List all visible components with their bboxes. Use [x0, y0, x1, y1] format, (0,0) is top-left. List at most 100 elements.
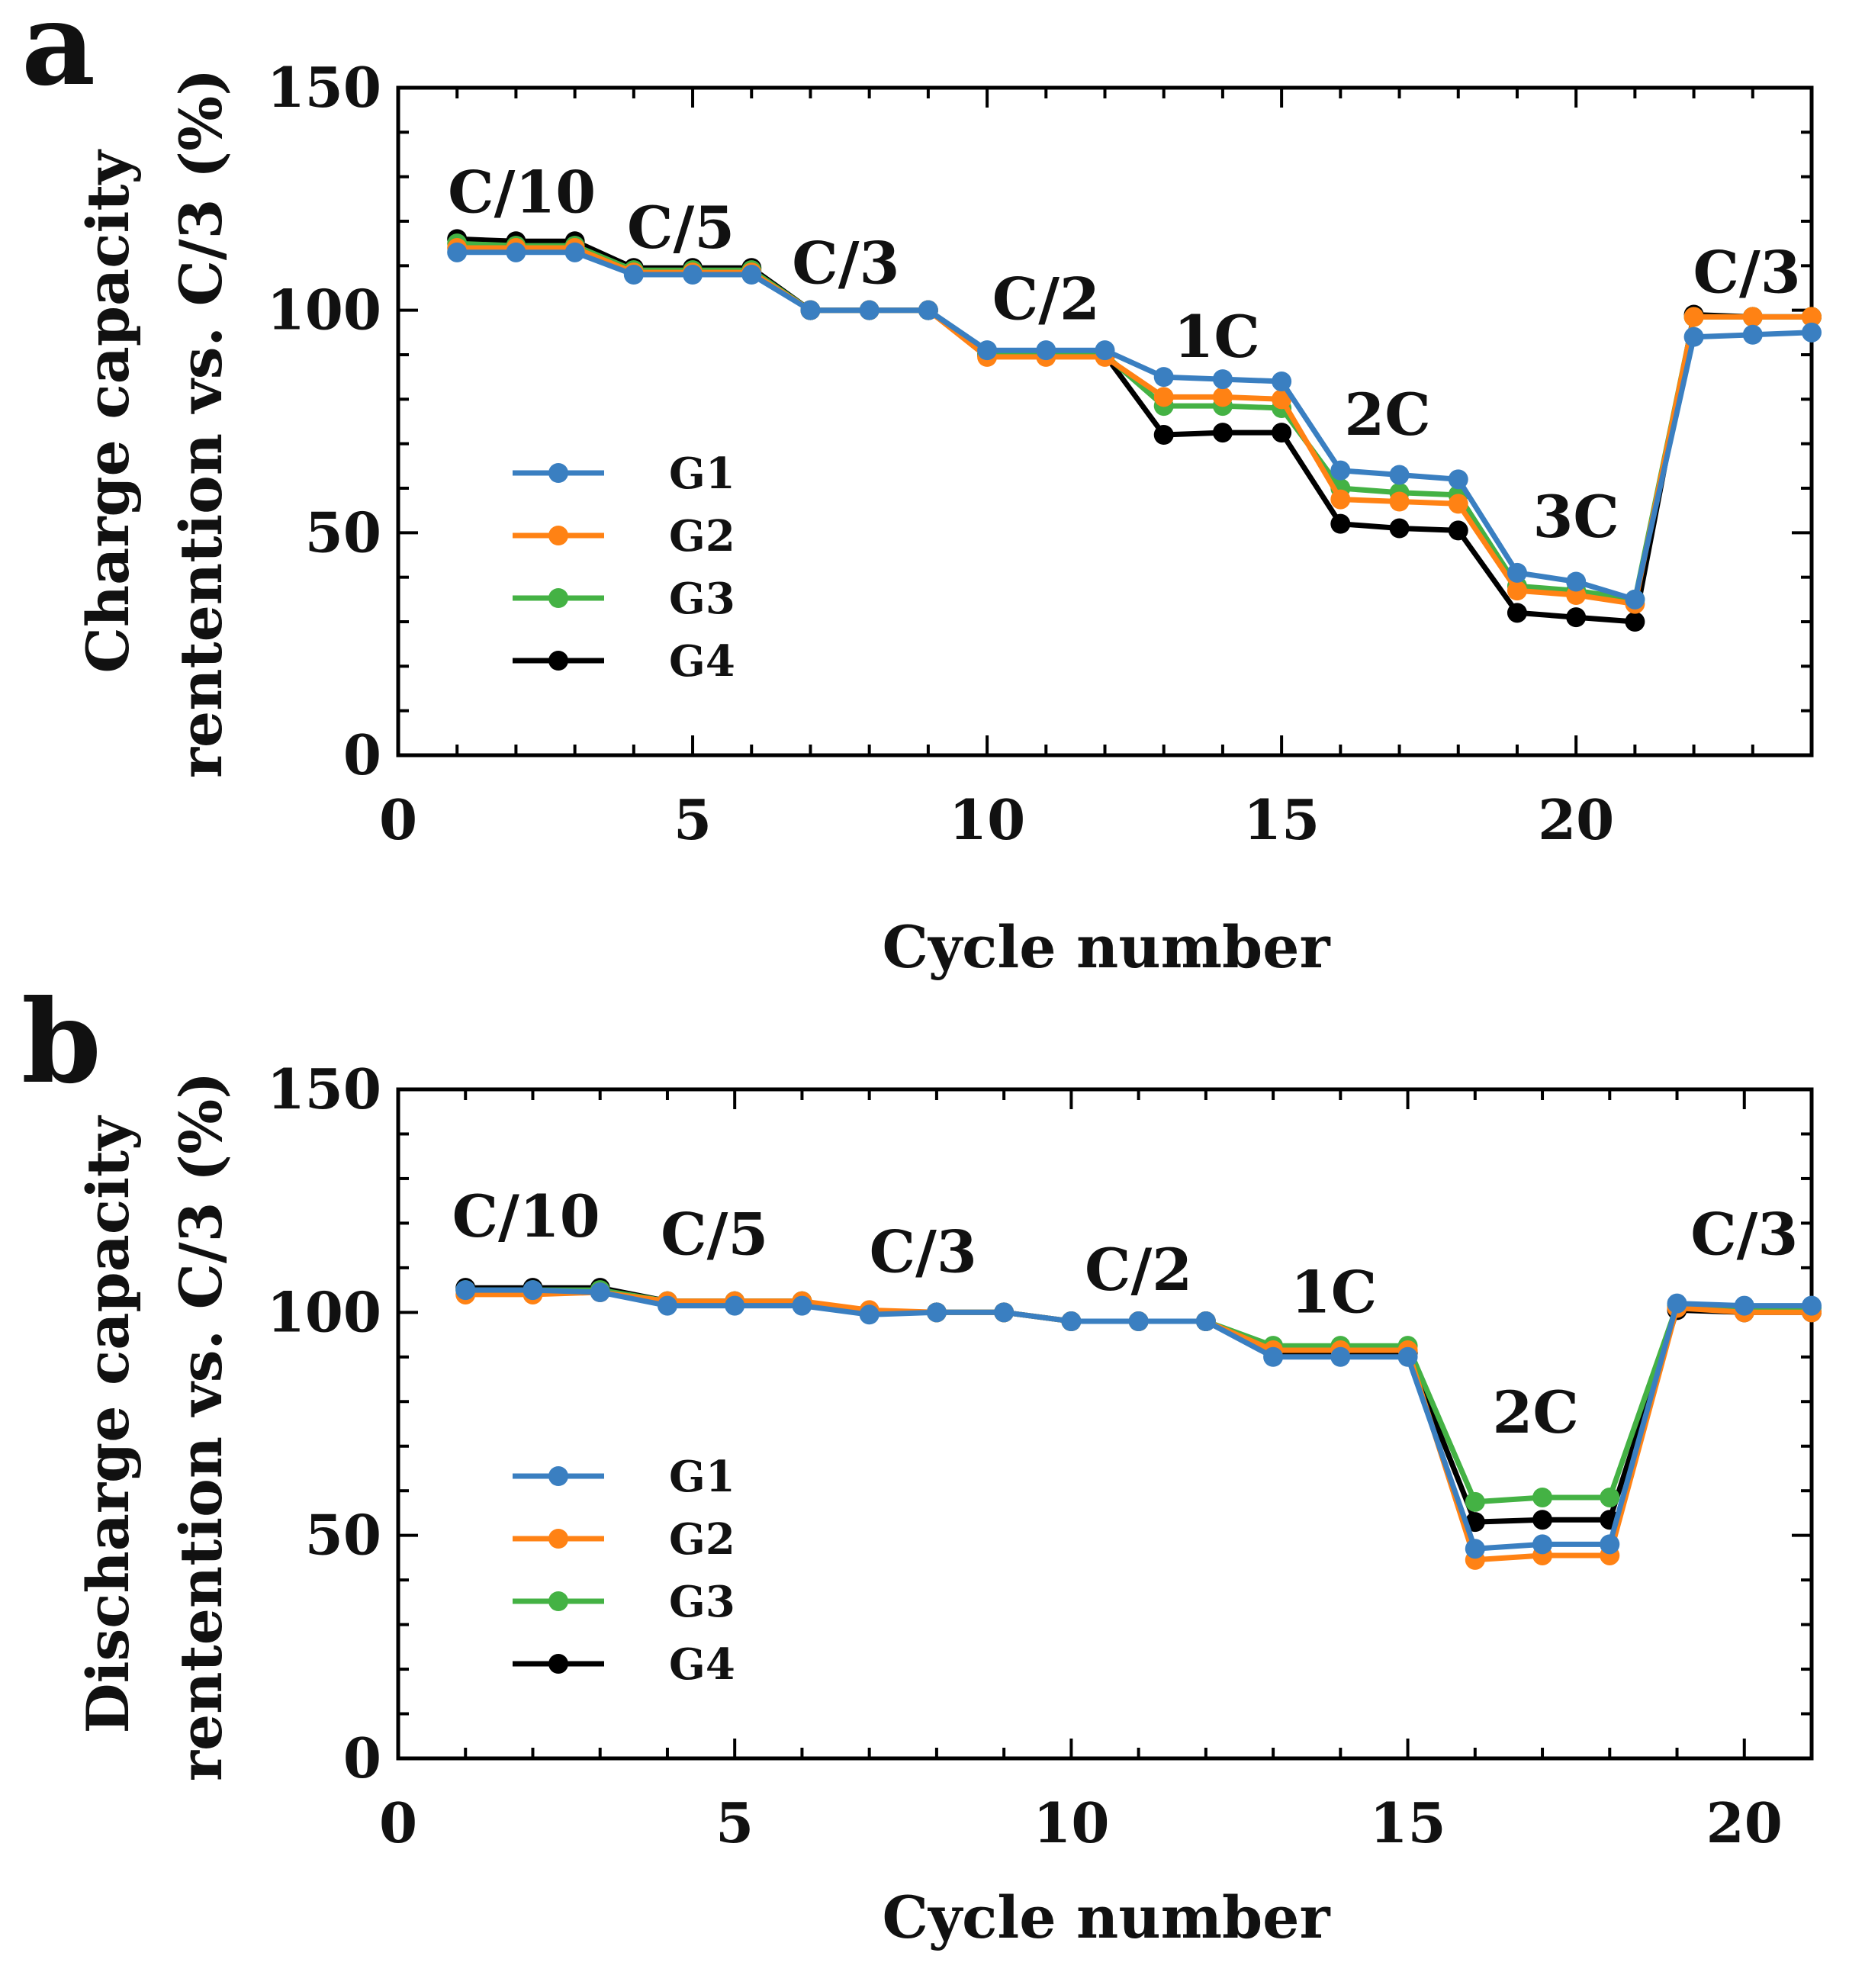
series-g1 [455, 1280, 1822, 1559]
x-tick-label: 20 [1538, 787, 1614, 852]
data-point [1397, 1346, 1418, 1367]
data-point [1272, 389, 1292, 410]
x-axis-ticks: 0 5 10 15 20 [379, 1089, 1813, 1855]
data-point [683, 265, 703, 285]
y-tick-label: 150 [267, 55, 381, 120]
x-tick-label: 5 [674, 787, 712, 852]
data-point [506, 242, 526, 262]
series-g2 [447, 238, 1822, 614]
legend-label: G1 [669, 1452, 735, 1502]
rate-annotations: C/10 C/5 C/3 C/2 1C 2C 3C C/3 [448, 158, 1801, 551]
data-point [1802, 307, 1822, 327]
data-point [1802, 1295, 1822, 1316]
data-point [1061, 1311, 1082, 1332]
rate-label: C/10 [452, 1182, 600, 1250]
rate-label: 1C [1291, 1258, 1377, 1326]
x-tick-label: 20 [1706, 1790, 1783, 1855]
panel-letter-a: a [21, 0, 95, 111]
data-point [1389, 518, 1410, 539]
legend-label: G4 [669, 636, 735, 687]
legend-swatch-marker [548, 1654, 568, 1674]
data-point [1683, 307, 1704, 327]
data-point [1036, 340, 1056, 361]
data-point [455, 1280, 476, 1301]
rate-label: 1C [1174, 303, 1260, 371]
y-axis-title-line-2: rentention vs. C/3 (%) [167, 69, 235, 778]
legend-item-g4: G4 [513, 636, 735, 687]
x-axis-ticks: 0 5 10 15 20 [379, 88, 1813, 852]
y-tick-label: 50 [305, 500, 381, 565]
chart-panel-b: b Discharge capacity rentention vs. C/3 … [21, 975, 1822, 1951]
data-point [1330, 1346, 1351, 1367]
legend-label: G4 [669, 1639, 735, 1690]
rate-label: C/5 [627, 194, 735, 262]
legend-swatch-marker [548, 526, 568, 545]
data-point [1507, 603, 1527, 623]
legend-item-g3: G3 [513, 1577, 735, 1627]
data-point [1532, 1487, 1553, 1507]
data-point [1742, 307, 1763, 327]
data-point [741, 265, 762, 285]
rate-label: C/3 [1690, 1200, 1798, 1268]
plot-frame [396, 1087, 1814, 1761]
legend: G1 G2 G3 G4 [513, 1452, 735, 1690]
data-point [1263, 1346, 1284, 1367]
legend-label: G1 [669, 449, 735, 499]
rate-label: C/3 [870, 1218, 977, 1286]
data-point [1465, 1491, 1485, 1512]
data-point [926, 1302, 947, 1323]
data-point [1625, 589, 1645, 610]
y-tick-label: 0 [343, 1726, 381, 1790]
y-axis-ticks: 0 50 100 150 [267, 1057, 1812, 1790]
data-point [1448, 494, 1468, 514]
data-point [564, 242, 585, 262]
data-point [1566, 571, 1587, 592]
data-point [1389, 465, 1410, 485]
legend-label: G2 [669, 511, 735, 561]
legend-label: G3 [669, 1577, 735, 1627]
y-tick-label: 100 [267, 278, 381, 343]
data-point [1095, 340, 1115, 361]
data-point [1566, 607, 1587, 628]
series-g1 [447, 242, 1822, 610]
legend-swatch-marker [548, 1466, 568, 1486]
y-tick-label: 150 [267, 1057, 381, 1121]
data-point [1212, 423, 1233, 443]
y-axis-title: Charge capacity rentention vs. C/3 (%) [74, 69, 235, 778]
legend-swatch-marker [548, 1529, 568, 1549]
rate-label: C/3 [1693, 238, 1801, 306]
data-point [1153, 425, 1174, 445]
data-point [1507, 581, 1527, 601]
plot-frame [396, 85, 1814, 758]
data-point [1625, 612, 1645, 632]
data-point [994, 1302, 1015, 1323]
data-point [800, 300, 821, 320]
data-point [1153, 367, 1174, 388]
y-axis-title-line-1: Discharge capacity [74, 1115, 142, 1733]
y-axis-ticks: 0 50 100 150 [267, 55, 1812, 787]
series-line-g4 [457, 236, 1812, 625]
data-point [590, 1282, 610, 1303]
data-point [1128, 1311, 1149, 1332]
rate-label: 3C [1532, 483, 1619, 551]
data-point [918, 300, 938, 320]
data-point [1734, 1295, 1754, 1316]
y-axis-title: Discharge capacity rentention vs. C/3 (%… [74, 1072, 235, 1781]
data-point [1465, 1539, 1485, 1559]
data-point [657, 1295, 677, 1316]
data-point [1683, 327, 1704, 347]
rate-label: C/2 [1085, 1236, 1192, 1304]
legend-item-g1: G1 [513, 449, 735, 499]
panel-letter-b: b [21, 975, 101, 1109]
legend-item-g3: G3 [513, 574, 735, 624]
y-axis-title-line-1: Charge capacity [74, 150, 142, 674]
data-point [1330, 489, 1351, 510]
data-point [523, 1280, 543, 1301]
data-point [1195, 1311, 1216, 1332]
data-point [1389, 491, 1410, 512]
data-point [1212, 369, 1233, 390]
data-point [859, 1304, 879, 1325]
legend-swatch-marker [548, 588, 568, 608]
data-point [725, 1295, 745, 1316]
